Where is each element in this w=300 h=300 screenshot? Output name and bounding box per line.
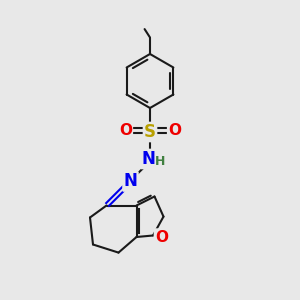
- Text: S: S: [144, 123, 156, 141]
- Text: N: N: [124, 172, 137, 190]
- Text: O: O: [168, 123, 181, 138]
- Text: O: O: [119, 123, 132, 138]
- Text: O: O: [155, 230, 168, 244]
- Text: H: H: [155, 155, 166, 168]
- Text: N: N: [142, 150, 155, 168]
